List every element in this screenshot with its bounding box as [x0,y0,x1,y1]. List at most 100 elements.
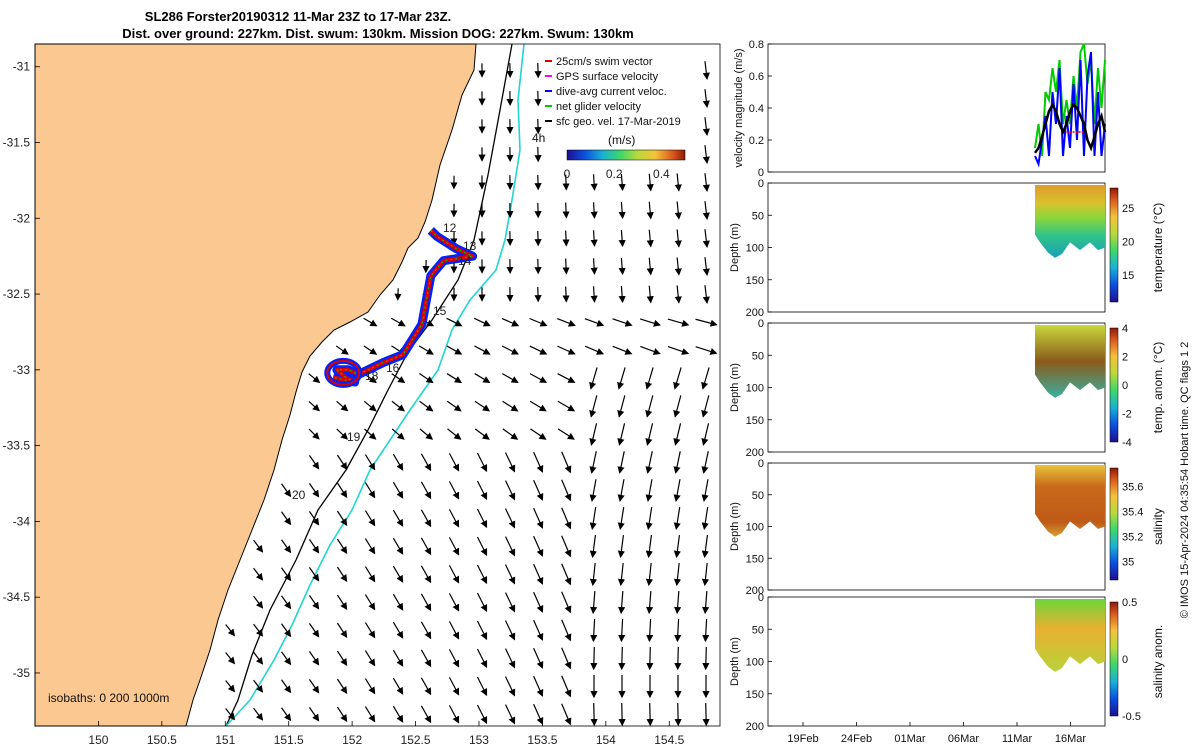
current-vector [561,675,572,698]
current-vector [392,705,404,723]
depth-tick-label: 0 [758,318,764,330]
current-vector [589,451,597,474]
current-vector [281,483,292,498]
date-tick-label: 06Mar [948,733,980,745]
colorbar-label: temperature (°C) [1151,203,1165,293]
colorbar-tick: 35.2 [1122,531,1143,543]
current-vector [533,703,544,725]
current-vector [253,679,264,693]
colorbar-tick: -4 [1122,437,1132,449]
current-vector [473,317,491,327]
current-vector [533,507,544,529]
map-y-tick-label: -32.5 [3,287,31,301]
current-vector [533,479,544,501]
current-vector [640,345,661,355]
current-vector [502,400,519,412]
day-label: 20 [292,488,306,502]
map-x-tick-label: 153 [469,733,489,747]
current-vector [392,453,404,471]
current-vector [702,173,710,192]
current-vector [589,395,598,418]
current-vector [701,479,709,502]
isobath-label: isobaths: 0 200 1000m [48,691,169,705]
heatmap-data [1035,185,1105,258]
current-vector [646,173,654,192]
map-x-tick-label: 154.5 [654,733,684,747]
current-vector [364,482,376,499]
current-vector [336,706,348,723]
current-vector [225,624,236,637]
colorbar-tick: -2 [1122,409,1132,421]
current-vector [590,286,598,303]
current-vector [476,564,488,585]
current-vector [225,708,236,721]
current-vector [447,428,462,440]
current-vector [476,480,488,501]
heatmap-data [1035,599,1105,672]
depth-tick-label: 0 [758,458,764,470]
current-vector [308,651,320,666]
current-vector [420,593,432,612]
current-vector [446,400,462,412]
current-vector [390,317,406,327]
depth-tick-label: 100 [746,522,764,534]
current-vector [561,703,572,726]
current-vector [502,373,519,383]
current-vector [533,619,544,641]
current-vector [617,507,625,531]
current-vector [476,676,488,697]
current-vector [673,479,681,502]
current-vector [418,345,434,355]
current-vector [702,702,710,727]
current-vector [701,395,710,418]
current-vector [701,423,710,446]
colorbar-label: salinity anom. [1151,625,1165,698]
current-vector [364,650,376,667]
date-tick-label: 01Mar [894,733,926,745]
depth-tick-label: 150 [746,275,764,287]
vel-tick-label: 0.8 [749,39,764,51]
current-vector [281,679,292,694]
current-vector [476,592,488,613]
day-label: 16 [386,361,400,375]
current-vector [557,373,576,383]
depth-ylabel: Depth (m) [729,363,741,412]
vel-tick-label: 0 [758,167,764,179]
current-vector [419,400,434,412]
current-vector [561,535,572,558]
current-vector [253,539,264,553]
current-vector [589,535,597,559]
current-vector [308,373,321,384]
current-vector [702,285,710,304]
current-vector [364,622,376,639]
colorbar-title: (m/s) [608,133,635,147]
current-vector [308,679,320,694]
surface-current-vectors [225,61,718,727]
map-y-tick-label: -34 [13,514,31,528]
map-legend: 25cm/s swim vector GPS surface velocity di… [545,56,681,128]
colorbar-tick: -0.5 [1122,711,1141,723]
colorbar-tick: 2 [1122,352,1128,364]
current-vector [335,345,349,355]
current-vector [225,652,236,665]
current-vector [281,623,292,638]
current-vector [618,229,626,248]
map-x-tick-label: 150.5 [147,733,177,747]
current-vector [364,538,376,555]
current-vector [336,678,348,695]
current-vector [363,345,378,355]
current-vector [364,510,376,527]
current-vector [420,565,432,584]
current-vector [702,590,710,615]
current-vector [674,173,682,192]
depth-tick-label: 50 [752,624,764,636]
current-vector [308,511,320,526]
current-vector [448,621,460,640]
current-vector [561,451,572,474]
current-vector [695,346,718,355]
current-vector [474,428,490,440]
current-vector [673,535,681,559]
current-vector [562,258,570,275]
current-vector [420,481,432,500]
